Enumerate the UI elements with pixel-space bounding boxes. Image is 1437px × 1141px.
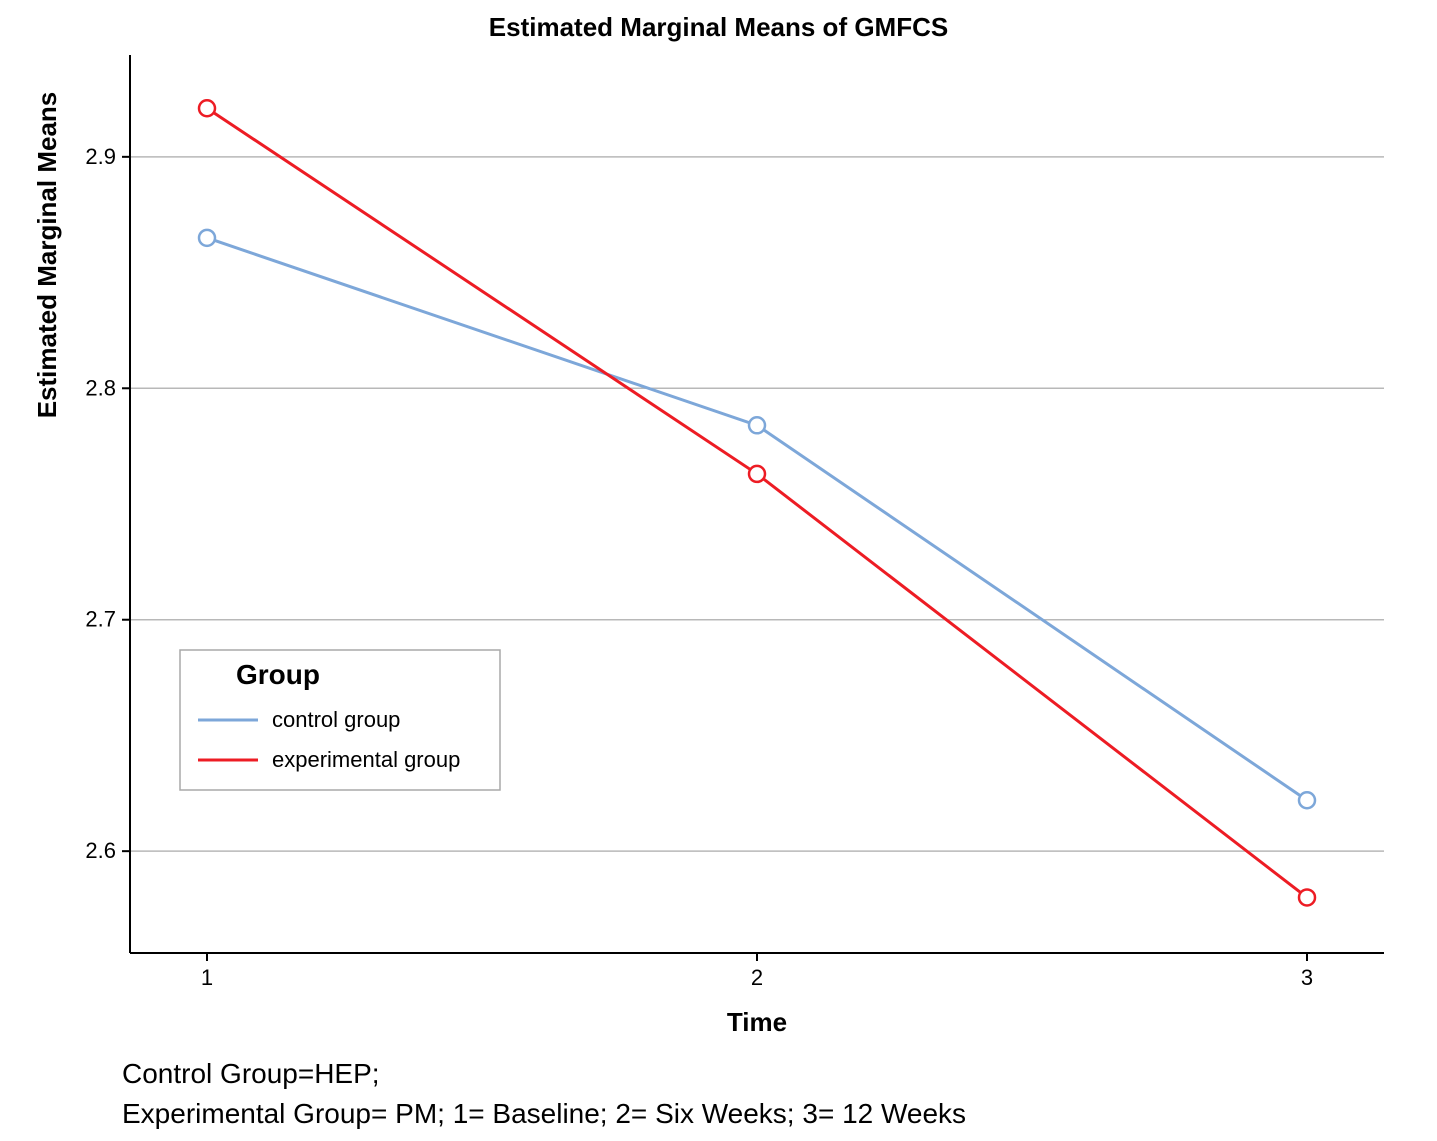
svg-text:2.9: 2.9 [85, 144, 116, 169]
svg-text:control group: control group [272, 707, 400, 732]
footnote-line-1: Control Group=HEP; [122, 1058, 380, 1090]
chart-svg: 2.6 2.7 2.8 2.9 1 2 3 Group control group experim… [0, 0, 1437, 1141]
svg-text:2.8: 2.8 [85, 375, 116, 400]
svg-text:1: 1 [201, 965, 213, 990]
chart-container: Estimated Marginal Means of GMFCS Estima… [0, 0, 1437, 1141]
svg-text:2: 2 [751, 965, 763, 990]
svg-text:2.7: 2.7 [85, 607, 116, 632]
svg-text:experimental group: experimental group [272, 747, 460, 772]
svg-text:3: 3 [1301, 965, 1313, 990]
svg-text:Group: Group [236, 659, 320, 690]
footnote-line-2: Experimental Group= PM; 1= Baseline; 2= … [122, 1098, 966, 1130]
svg-text:2.6: 2.6 [85, 838, 116, 863]
